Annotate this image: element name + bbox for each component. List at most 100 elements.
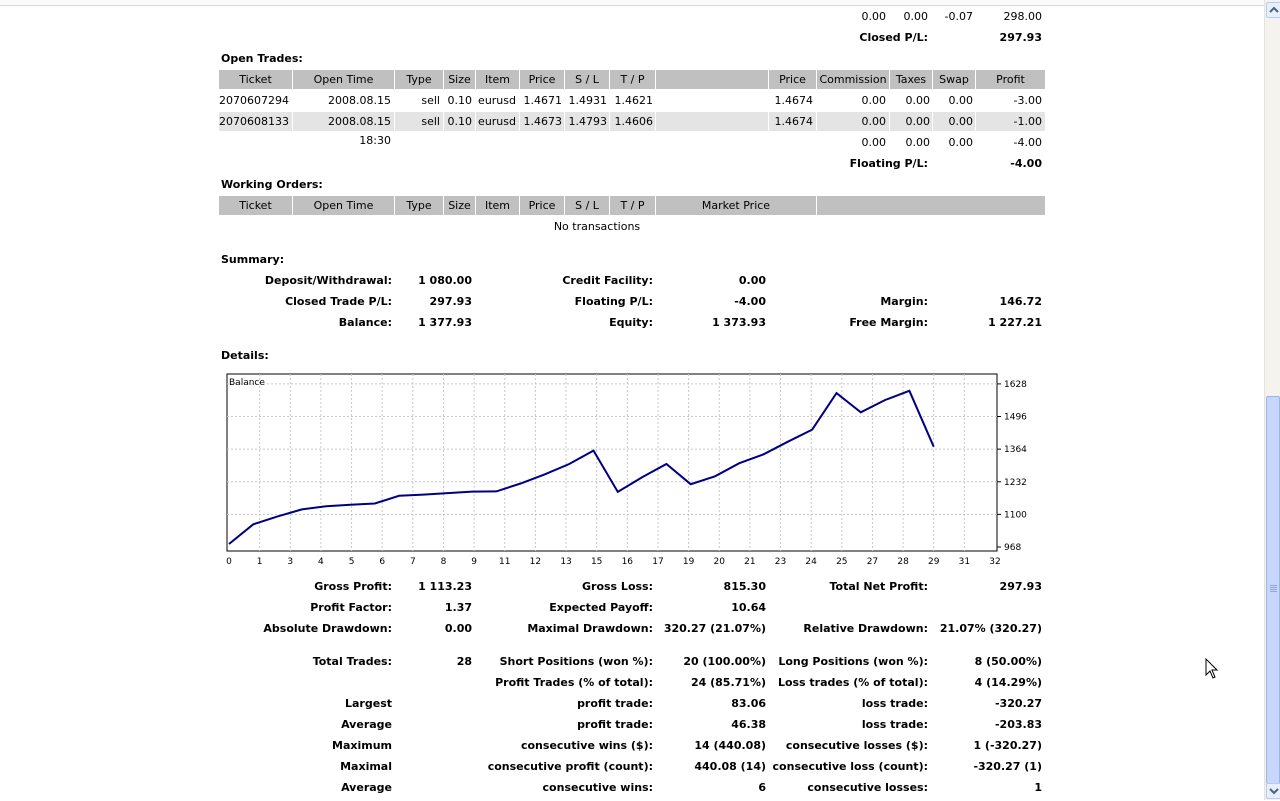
table-row[interactable]: 2070607294 2008.08.15 18:12 sell 0.10 eu… <box>219 91 1045 126</box>
total-trades-value: 28 <box>456 655 472 668</box>
price-cell: 1.4671 <box>523 94 563 107</box>
closed-trade-value: 297.93 <box>429 295 472 308</box>
col-swap: Swap <box>933 70 976 89</box>
col-blank <box>656 70 769 89</box>
swap-cell: 0.00 <box>948 115 974 128</box>
maximal-label: Maximal <box>340 760 392 773</box>
chevron-down-icon <box>1269 788 1279 795</box>
profit-factor-value: 1.37 <box>444 601 472 614</box>
profit-trades-label: Profit Trades (% of total): <box>495 676 653 689</box>
balance-label: Balance: <box>338 316 392 329</box>
total-net-value: 297.93 <box>999 580 1042 593</box>
col-type: Type <box>395 196 444 215</box>
x-tick-label: 12 <box>530 557 541 567</box>
average-loss-label: loss trade: <box>861 718 928 731</box>
col-ticket: Ticket <box>219 196 293 215</box>
sl-cell: 1.4793 <box>568 115 608 128</box>
loss-trades-label: Loss trades (% of total): <box>777 676 928 689</box>
vertical-scrollbar[interactable] <box>1264 0 1280 800</box>
x-tick-label: 32 <box>989 557 1000 567</box>
top-commission: 0.00 <box>861 10 887 23</box>
closed-pl-value: 297.93 <box>999 31 1042 44</box>
col-item: Item <box>476 70 520 89</box>
max-loss-count-label: consecutive loss (count): <box>772 760 928 773</box>
commission-cell: 0.00 <box>861 94 887 107</box>
floating-pl-label: Floating P/L: <box>849 157 928 170</box>
max-profit-count-value: 440.08 (14) <box>694 760 766 773</box>
gross-loss-value: 815.30 <box>723 580 766 593</box>
avg-wins-value: 6 <box>758 781 766 794</box>
x-tick-label: 21 <box>744 557 755 567</box>
open-trades-title: Open Trades: <box>221 52 303 65</box>
avg-wins-label: consecutive wins: <box>542 781 653 794</box>
avg-losses-label: consecutive losses: <box>807 781 928 794</box>
chart-title: Balance <box>229 378 265 388</box>
tp-cell: 1.4621 <box>614 94 654 107</box>
x-tick-label: 20 <box>714 557 726 567</box>
x-tick-label: 25 <box>836 557 847 567</box>
top-profit: 298.00 <box>1003 10 1043 23</box>
col-size: Size <box>444 70 476 89</box>
y-tick-label: 1232 <box>1004 478 1027 488</box>
closed-pl-label: Closed P/L: <box>859 31 928 44</box>
average2-label: Average <box>341 781 392 794</box>
price-cell: 1.4673 <box>523 115 563 128</box>
equity-value: 1 373.93 <box>712 316 766 329</box>
cur-price-cell: 1.4674 <box>774 94 814 107</box>
total-trades-label: Total Trades: <box>312 655 392 668</box>
item-cell: eurusd <box>478 115 516 128</box>
col-cur-price: Price <box>769 70 817 89</box>
taxes-cell: 0.00 <box>905 115 931 128</box>
cur-price-cell: 1.4674 <box>774 115 814 128</box>
col-open-time: Open Time <box>293 70 395 89</box>
floating-pl-value: -4.00 <box>1010 157 1042 170</box>
credit-label: Credit Facility: <box>562 274 653 287</box>
scroll-down-button[interactable] <box>1266 783 1280 799</box>
x-tick-label: 0 <box>226 557 232 567</box>
closed-trade-label: Closed Trade P/L: <box>285 295 392 308</box>
open-trades-header: Ticket Open Time Type Size Item Price S … <box>219 70 1045 89</box>
gross-profit-value: 1 113.23 <box>418 580 472 593</box>
summary-floating-value: -4.00 <box>734 295 766 308</box>
ticket-cell: 2070607294 <box>219 94 289 107</box>
abs-drawdown-value: 0.00 <box>444 622 472 635</box>
type-cell: sell <box>421 115 440 128</box>
scroll-thumb[interactable] <box>1266 396 1280 784</box>
average-label: Average <box>341 718 392 731</box>
long-positions-label: Long Positions (won %): <box>778 655 928 668</box>
size-cell: 0.10 <box>447 115 473 128</box>
x-tick-label: 13 <box>560 557 571 567</box>
x-tick-label: 17 <box>652 557 663 567</box>
average-loss-value: -203.83 <box>994 718 1042 731</box>
largest-profit-value: 83.06 <box>731 697 766 710</box>
chevron-up-icon <box>1269 6 1279 13</box>
maximum-label: Maximum <box>332 739 392 752</box>
x-tick-label: 9 <box>471 557 477 567</box>
max-wins-value: 14 (440.08) <box>694 739 766 752</box>
working-orders-header: Ticket Open Time Type Size Item Price S … <box>219 196 1045 215</box>
x-tick-label: 24 <box>805 557 817 567</box>
top-swap: -0.07 <box>944 10 973 23</box>
equity-label: Equity: <box>609 316 653 329</box>
max-wins-label: consecutive wins ($): <box>520 739 653 752</box>
swap-cell: 0.00 <box>948 94 974 107</box>
chart-frame <box>226 373 998 552</box>
margin-value: 146.72 <box>999 295 1042 308</box>
max-loss-count-value: -320.27 (1) <box>973 760 1042 773</box>
col-commission: Commission <box>817 70 890 89</box>
y-tick-label: 968 <box>1004 543 1021 553</box>
mouse-pointer-icon <box>1205 658 1219 679</box>
max-profit-count-label: consecutive profit (count): <box>487 760 653 773</box>
largest-loss-value: -320.27 <box>994 697 1042 710</box>
scroll-up-button[interactable] <box>1266 2 1280 18</box>
working-orders-title: Working Orders: <box>221 178 323 191</box>
max-losses-label: consecutive losses ($): <box>785 739 928 752</box>
top-taxes: 0.00 <box>903 10 929 23</box>
table-row[interactable]: 2070608133 2008.08.15 18:30 sell 0.10 eu… <box>219 112 1045 147</box>
average-profit-label: profit trade: <box>577 718 653 731</box>
rel-drawdown-value: 21.07% (320.27) <box>939 622 1042 635</box>
profit-factor-label: Profit Factor: <box>310 601 392 614</box>
open-total-taxes: 0.00 <box>905 136 931 149</box>
largest-label: Largest <box>345 697 392 710</box>
balance-chart: 0 1 3 4 5 6 7 8 9 11 12 13 15 16 17 19 20 21 23 24 25 27 28 29 3… <box>226 373 1027 567</box>
